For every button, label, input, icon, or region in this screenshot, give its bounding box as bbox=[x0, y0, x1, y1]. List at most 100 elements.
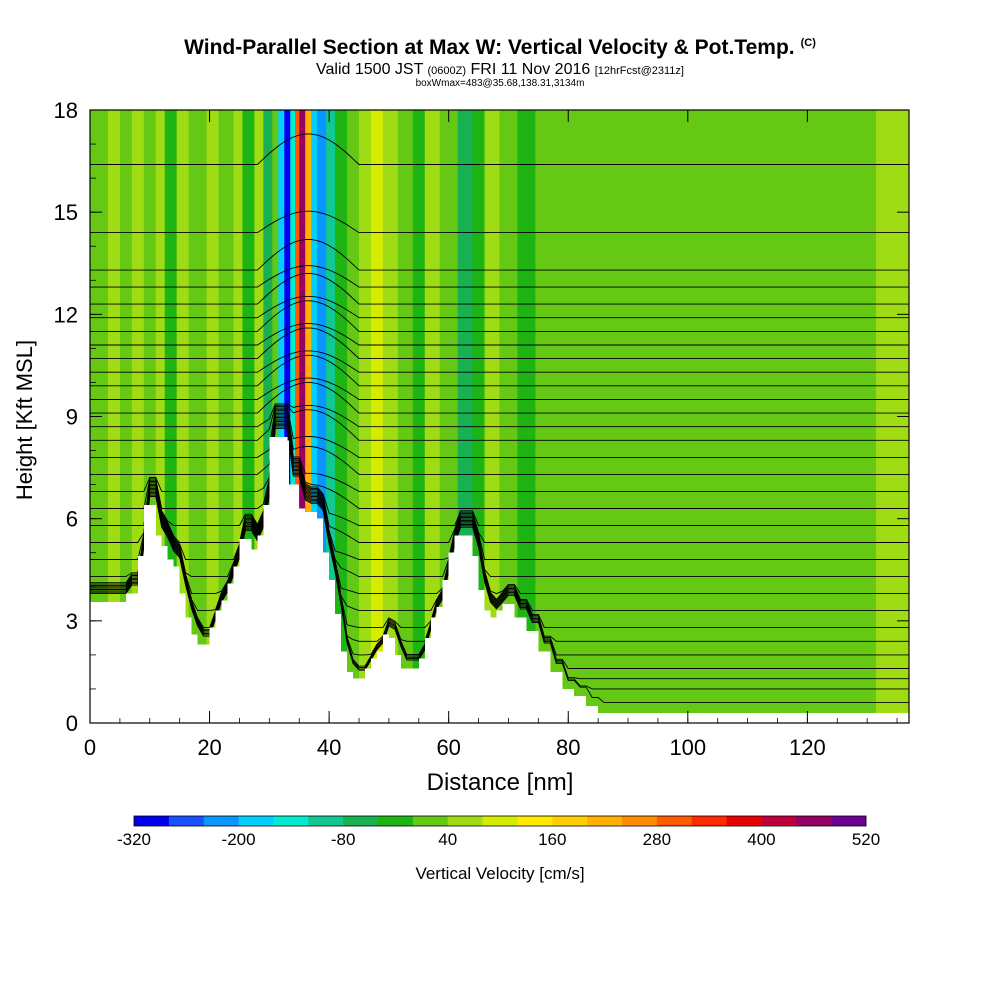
velocity-cell bbox=[155, 110, 166, 723]
chart-title: Wind-Parallel Section at Max W: Vertical… bbox=[0, 36, 1000, 60]
isentrope bbox=[90, 419, 909, 629]
colorbar-swatch bbox=[238, 816, 274, 826]
isentrope bbox=[90, 404, 909, 441]
colorbar-swatch bbox=[447, 816, 483, 826]
colorbar-swatch bbox=[482, 816, 518, 826]
velocity-cell bbox=[517, 110, 536, 723]
colorbar-tick-label: 160 bbox=[538, 830, 566, 849]
x-tick-label: 80 bbox=[556, 735, 580, 760]
y-axis-label: Height [Kft MSL] bbox=[12, 340, 37, 500]
colorbar-swatch bbox=[134, 816, 170, 826]
x-tick-label: 40 bbox=[317, 735, 341, 760]
colorbar-swatch bbox=[552, 816, 588, 826]
velocity-cell bbox=[484, 110, 501, 723]
velocity-cell bbox=[107, 110, 121, 723]
colorbar-swatch bbox=[726, 816, 762, 826]
colorbar-swatch bbox=[378, 816, 414, 826]
velocity-cell bbox=[702, 110, 776, 723]
velocity-cell bbox=[499, 110, 519, 723]
isentrope bbox=[90, 323, 909, 346]
isentrope bbox=[90, 422, 909, 656]
velocity-cell bbox=[206, 110, 220, 723]
isentrope bbox=[90, 403, 909, 428]
y-tick-label: 15 bbox=[54, 200, 78, 225]
valid-time: Valid 1500 JST bbox=[316, 61, 424, 78]
isentrope bbox=[90, 427, 909, 704]
isentrope bbox=[90, 418, 909, 612]
colorbar-frame bbox=[133, 815, 867, 827]
velocity-cell bbox=[774, 110, 835, 723]
isentrope bbox=[90, 350, 909, 373]
isentrope bbox=[90, 300, 909, 332]
terrain-mask bbox=[90, 436, 909, 723]
forecast-info: [12hrFcst@2311z] bbox=[594, 65, 684, 77]
colorbar-tick-label: -200 bbox=[222, 830, 256, 849]
colorbar-swatch bbox=[412, 816, 449, 826]
velocity-cell bbox=[119, 110, 133, 723]
isentrope bbox=[90, 210, 909, 234]
colorbar-swatch bbox=[761, 816, 797, 826]
colorbar-label: Vertical Velocity [cm/s] bbox=[415, 864, 585, 883]
velocity-cell bbox=[326, 110, 336, 723]
isentrope bbox=[90, 273, 909, 305]
y-tick-label: 9 bbox=[66, 405, 78, 430]
velocity-cell bbox=[535, 110, 560, 723]
isentrope bbox=[90, 295, 909, 319]
isentrope bbox=[90, 407, 909, 475]
isentrope bbox=[90, 412, 909, 543]
isentrope bbox=[90, 406, 909, 458]
velocity-cell bbox=[642, 110, 704, 723]
isentrope bbox=[90, 377, 909, 400]
velocity-cell bbox=[290, 110, 296, 723]
velocity-cell bbox=[347, 110, 360, 723]
x-axis-label: Distance [nm] bbox=[427, 769, 574, 796]
chart-title-text: Wind-Parallel Section at Max W: Vertical… bbox=[184, 36, 795, 59]
colorbar-swatch bbox=[831, 816, 867, 826]
colorbar-swatch bbox=[622, 816, 658, 826]
velocity-cell bbox=[412, 110, 426, 723]
y-tick-label: 3 bbox=[66, 609, 78, 634]
isentrope bbox=[90, 382, 909, 414]
axes: 0 20 40 60 80 100 120 0 3 6 9 12 15 18 bbox=[54, 98, 909, 760]
velocity-cell bbox=[311, 110, 318, 723]
colorbar-tick-label: 40 bbox=[438, 830, 457, 849]
isentrope bbox=[90, 133, 909, 165]
colorbar-swatch bbox=[796, 816, 832, 826]
velocity-cell bbox=[263, 110, 273, 723]
valid-utc: (0600Z) bbox=[427, 65, 467, 77]
colorbar-swatch bbox=[273, 816, 309, 826]
copyright-mark: (C) bbox=[800, 37, 816, 49]
velocity-cell bbox=[176, 110, 190, 723]
valid-time-line: Valid 1500 JST (0600Z) FRI 11 Nov 2016 [… bbox=[0, 61, 1000, 79]
velocity-cell bbox=[595, 110, 644, 723]
velocity-cell bbox=[559, 110, 596, 723]
velocity-cell bbox=[299, 110, 306, 723]
colorbar-swatch bbox=[656, 816, 693, 826]
velocity-cell bbox=[397, 110, 414, 723]
isentrope bbox=[90, 426, 909, 690]
x-tick-label: 20 bbox=[197, 735, 221, 760]
isentrope bbox=[90, 415, 909, 578]
colorbar-tick-label: 280 bbox=[643, 830, 671, 849]
isentrope bbox=[90, 408, 909, 492]
colorbar-swatch bbox=[587, 816, 623, 826]
velocity-cell bbox=[834, 110, 877, 723]
colorbar-tick-label: -320 bbox=[117, 830, 151, 849]
colorbar-swatch bbox=[343, 816, 379, 826]
isentrope bbox=[90, 423, 909, 669]
isentrope bbox=[90, 354, 909, 387]
x-tick-label: 60 bbox=[436, 735, 460, 760]
colorbar-swatch bbox=[517, 816, 553, 826]
isentrope bbox=[90, 411, 909, 526]
velocity-cell bbox=[305, 110, 312, 723]
terrain bbox=[90, 436, 909, 723]
isentrope bbox=[90, 421, 909, 642]
isentrope bbox=[90, 410, 909, 509]
box-wmax-info: boxWmax=483@35.68,138.31,3134m bbox=[415, 78, 585, 89]
isentrope bbox=[90, 327, 909, 360]
valid-date: FRI 11 Nov 2016 bbox=[470, 61, 591, 78]
potential-temperature-contours bbox=[90, 133, 909, 704]
velocity-cell bbox=[317, 110, 327, 723]
colorbar-swatch bbox=[308, 816, 344, 826]
velocity-cell bbox=[233, 110, 244, 723]
